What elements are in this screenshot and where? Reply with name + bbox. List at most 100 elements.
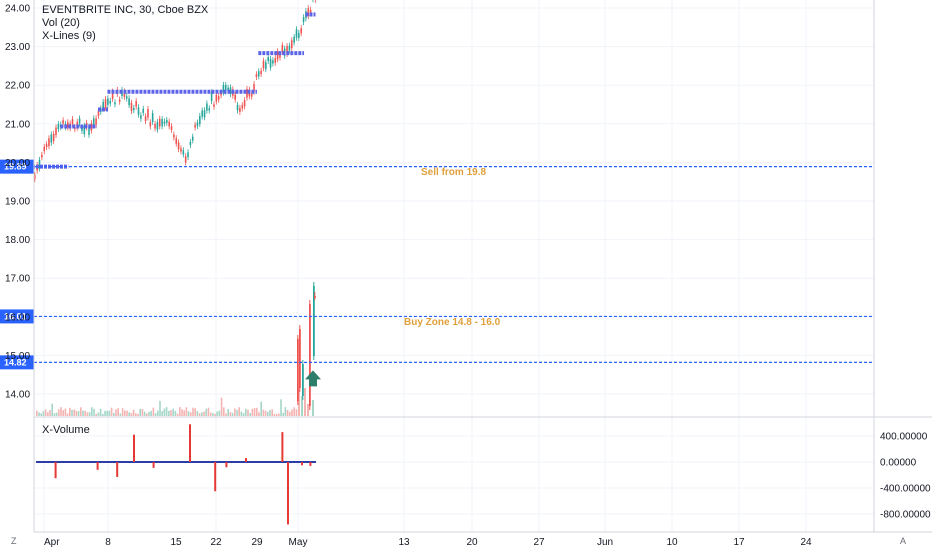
candle-body	[302, 364, 304, 396]
volume-bar	[179, 407, 181, 416]
x-tick-label: 27	[533, 537, 545, 548]
volume-bar	[207, 407, 210, 416]
x-tick-label: 29	[251, 537, 263, 548]
volume-bar	[137, 413, 139, 416]
volume-bar	[152, 407, 155, 416]
volume-bar	[99, 408, 102, 416]
candle-body	[78, 118, 81, 124]
volume-bar	[307, 404, 309, 416]
candle-body	[137, 107, 140, 115]
y-tick-label: 15.00	[5, 351, 30, 362]
sell-annotation: Sell from 19.8	[421, 167, 486, 178]
candle-body	[274, 58, 277, 63]
candle-body	[208, 108, 211, 111]
auto-scale-toggle[interactable]: A	[900, 536, 906, 546]
volume-bar	[135, 413, 137, 416]
volume-bar	[196, 411, 199, 416]
volume-bar	[234, 408, 236, 416]
candle-body	[279, 54, 281, 58]
candle-body	[38, 159, 41, 169]
candle-body	[125, 96, 128, 99]
candle-body	[300, 28, 302, 34]
candle-body	[267, 56, 269, 61]
candle-body	[50, 134, 53, 143]
volume-bar	[42, 411, 45, 416]
volume-bar	[214, 413, 216, 416]
x-tick-label: 17	[733, 537, 745, 548]
volume-bar	[141, 408, 144, 416]
candle-body	[196, 122, 199, 126]
candle-body	[269, 58, 272, 68]
volume-bar	[278, 413, 280, 416]
level-badge-label: 14.82	[4, 357, 27, 367]
candle-body	[255, 74, 258, 78]
candle-body	[222, 84, 225, 93]
candle-body	[175, 138, 178, 144]
x-tick-label: May	[289, 537, 308, 548]
y-tick-label: 24.00	[5, 4, 30, 15]
candle-body	[217, 96, 220, 100]
candle-body	[128, 98, 130, 106]
volume-bar	[64, 408, 67, 416]
volume-bar	[62, 410, 64, 416]
candle-body	[194, 124, 196, 128]
candle-body	[140, 115, 142, 119]
volume-bar	[146, 413, 148, 416]
volume-bar	[117, 408, 119, 416]
volume-bar	[55, 412, 58, 416]
candle-body	[97, 111, 100, 116]
volume-bar	[280, 399, 282, 416]
volume-bar	[113, 412, 115, 416]
candle-body	[62, 120, 64, 124]
timezone-toggle[interactable]: Z	[11, 536, 17, 546]
level-badge-label: 19.89	[4, 162, 27, 172]
candle-body	[298, 32, 300, 38]
candle-body	[184, 156, 187, 163]
candle-body	[156, 121, 159, 130]
candle-body	[45, 144, 48, 147]
level-badge	[0, 309, 34, 324]
legend-vol: Vol (20)	[42, 17, 80, 29]
volume-bar	[269, 410, 271, 416]
level-badge	[0, 159, 34, 174]
volume-bar	[295, 409, 298, 416]
candle-body	[288, 45, 291, 51]
x-tick-label: 22	[210, 537, 222, 548]
candle-body	[71, 119, 74, 125]
volume-bar	[174, 410, 177, 416]
candle-body	[206, 103, 208, 111]
candle-body	[88, 126, 90, 135]
candle-body	[149, 122, 152, 127]
volume-bar	[150, 410, 152, 416]
candle-body	[34, 174, 36, 180]
volume-bar	[80, 407, 82, 416]
candle-body	[309, 304, 311, 406]
volume-bar	[168, 410, 170, 416]
y-tick-label: 19.00	[5, 197, 30, 208]
candle-body	[299, 329, 301, 388]
volume-bar	[60, 407, 62, 416]
candle-body	[135, 101, 137, 107]
candle-body	[236, 104, 239, 111]
x-volume-tick-label: -400.00000	[880, 484, 931, 495]
volume-bar	[84, 410, 86, 416]
candle-body	[290, 40, 293, 49]
candle-body	[220, 92, 222, 96]
volume-bar	[231, 412, 234, 416]
volume-bar	[275, 413, 278, 416]
volume-bar	[240, 411, 243, 416]
candle-body	[158, 118, 161, 127]
volume-bar	[75, 410, 78, 416]
candle-body	[92, 118, 95, 125]
candle-body	[203, 110, 206, 118]
volume-bar	[165, 407, 168, 416]
candle-body	[43, 146, 46, 152]
volume-bar	[201, 412, 203, 416]
x-tick-label: 8	[105, 537, 111, 548]
candle-body	[95, 118, 97, 125]
volume-bar	[247, 409, 249, 416]
candle-body	[302, 17, 305, 23]
volume-bar	[223, 407, 225, 416]
x-volume-title: X-Volume	[42, 424, 90, 436]
